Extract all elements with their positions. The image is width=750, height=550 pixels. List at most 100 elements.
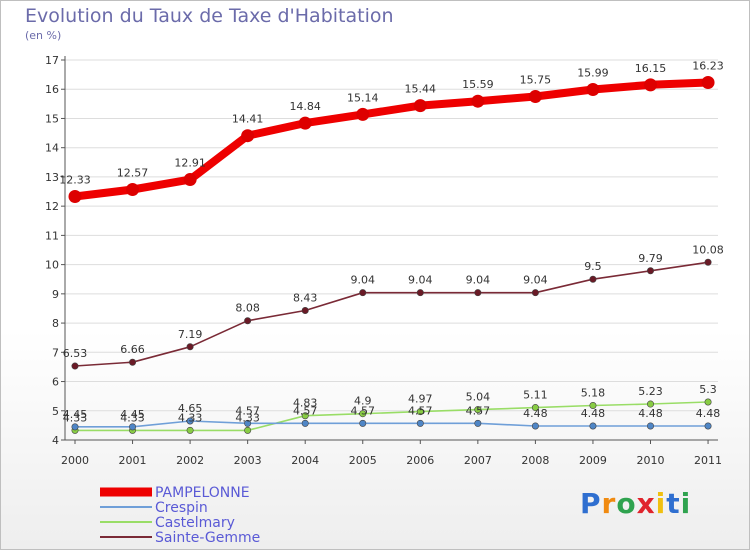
series-line-0 xyxy=(71,78,712,201)
data-label: 9.04 xyxy=(351,274,376,287)
data-label: 14.41 xyxy=(232,113,264,126)
y-tick-label: 10 xyxy=(45,259,59,272)
data-point xyxy=(186,426,194,434)
y-tick-label: 15 xyxy=(45,112,59,125)
data-point xyxy=(646,422,654,430)
x-tick-label: 2001 xyxy=(119,454,147,467)
data-point xyxy=(413,99,427,113)
y-tick-label: 5 xyxy=(52,405,59,418)
data-label: 7.19 xyxy=(178,328,203,341)
chart-title: Evolution du Taux de Taxe d'Habitation xyxy=(25,5,394,27)
data-label: 9.5 xyxy=(584,260,602,273)
data-point xyxy=(359,410,367,418)
data-point xyxy=(704,398,712,406)
data-point xyxy=(298,116,312,130)
data-point xyxy=(301,412,309,420)
data-label: 4.83 xyxy=(293,397,318,410)
data-point xyxy=(416,408,424,416)
data-point xyxy=(301,419,309,427)
data-label: 12.57 xyxy=(117,166,149,179)
legend-label: Sainte-Gemme xyxy=(155,530,260,546)
series-line-1 xyxy=(74,420,709,428)
data-label: 4.48 xyxy=(581,407,606,420)
data-point xyxy=(241,129,255,143)
data-point xyxy=(589,402,597,410)
data-point xyxy=(531,404,539,412)
data-label: 12.91 xyxy=(174,157,206,170)
data-label: 10.08 xyxy=(692,243,724,256)
proxiti-logo: Proxiti xyxy=(580,487,692,520)
x-tick-label: 2002 xyxy=(176,454,204,467)
data-point xyxy=(416,419,424,427)
chart-unit-label: (en %) xyxy=(25,29,62,42)
y-tick-label: 17 xyxy=(45,54,59,67)
x-tick-label: 2011 xyxy=(694,454,722,467)
y-tick-label: 9 xyxy=(52,288,59,301)
data-label: 5.18 xyxy=(581,387,606,400)
legend-label: PAMPELONNE xyxy=(155,485,250,501)
data-label: 4.45 xyxy=(120,408,145,421)
data-label: 12.33 xyxy=(59,174,91,187)
data-point xyxy=(531,422,539,430)
data-point xyxy=(244,419,252,427)
x-tick-label: 2009 xyxy=(579,454,607,467)
data-point xyxy=(474,289,482,297)
x-tick-label: 2004 xyxy=(291,454,319,467)
data-label: 4.57 xyxy=(351,404,376,417)
data-label: 15.14 xyxy=(347,91,379,104)
data-point xyxy=(704,258,712,266)
data-point xyxy=(244,426,252,434)
data-label: 4.9 xyxy=(354,395,372,408)
data-label: 16.15 xyxy=(635,62,667,75)
data-point xyxy=(586,83,600,97)
data-point xyxy=(646,400,654,408)
data-point xyxy=(589,422,597,430)
x-tick-label: 2007 xyxy=(464,454,492,467)
x-tick-label: 2005 xyxy=(349,454,377,467)
data-label: 5.23 xyxy=(638,385,663,398)
x-tick-label: 2010 xyxy=(637,454,665,467)
data-label: 4.57 xyxy=(293,404,318,417)
data-label: 4.45 xyxy=(63,408,88,421)
y-tick-label: 14 xyxy=(45,142,59,155)
legend-label: Crespin xyxy=(155,500,208,516)
x-tick-label: 2006 xyxy=(406,454,434,467)
y-tick-label: 4 xyxy=(52,434,59,447)
data-label: 5.3 xyxy=(699,383,717,396)
data-label: 4.57 xyxy=(235,404,260,417)
data-label: 4.48 xyxy=(638,407,663,420)
data-point xyxy=(129,358,137,366)
data-label: 8.43 xyxy=(293,292,318,305)
data-point xyxy=(244,317,252,325)
data-point xyxy=(646,267,654,275)
data-point xyxy=(528,90,542,104)
data-point xyxy=(589,275,597,283)
data-point xyxy=(471,94,485,108)
series-line-2 xyxy=(74,401,709,432)
data-label: 15.59 xyxy=(462,78,494,91)
y-tick-label: 8 xyxy=(52,317,59,330)
data-label: 6.66 xyxy=(120,343,145,356)
data-point xyxy=(71,362,79,370)
data-label: 9.79 xyxy=(638,252,663,265)
data-label: 4.65 xyxy=(178,402,203,415)
data-point xyxy=(701,76,715,90)
x-tick-label: 2003 xyxy=(234,454,262,467)
data-point xyxy=(301,307,309,315)
data-point xyxy=(183,173,197,187)
y-tick-label: 12 xyxy=(45,200,59,213)
data-label: 4.33 xyxy=(235,411,260,424)
data-label: 15.75 xyxy=(520,74,552,87)
data-label: 4.57 xyxy=(466,404,491,417)
data-point xyxy=(474,419,482,427)
data-label: 9.04 xyxy=(523,274,548,287)
data-label: 9.04 xyxy=(408,274,433,287)
data-point xyxy=(474,406,482,414)
data-point xyxy=(129,423,137,431)
y-tick-label: 6 xyxy=(52,376,59,389)
data-label: 14.84 xyxy=(289,100,321,113)
data-label: 16.23 xyxy=(692,60,724,73)
y-tick-label: 7 xyxy=(52,346,59,359)
data-label: 4.48 xyxy=(696,407,721,420)
data-point xyxy=(359,289,367,297)
